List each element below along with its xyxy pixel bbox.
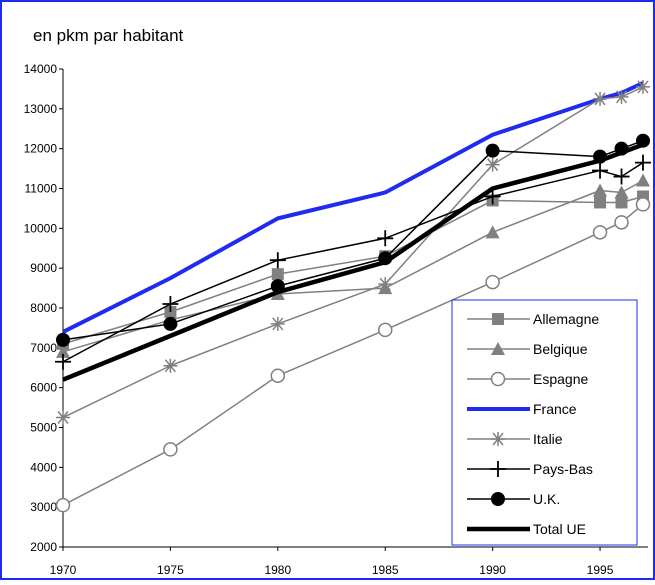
y-tick-label: 6000 (30, 381, 57, 395)
marker (271, 268, 284, 281)
marker (614, 185, 629, 199)
x-tick-label: 1975 (157, 563, 184, 577)
marker (614, 215, 629, 230)
y-tick-label: 13000 (24, 102, 58, 116)
legend-label: Belgique (533, 341, 588, 357)
series-line (62, 81, 644, 334)
legend-label: U.K. (533, 491, 560, 507)
y-tick-label: 7000 (30, 341, 57, 355)
marker (594, 196, 607, 209)
marker (491, 342, 505, 355)
marker (485, 225, 500, 239)
chart-title: en pkm par habitant (33, 26, 184, 45)
legend-label: France (533, 401, 577, 417)
marker (636, 173, 650, 187)
marker (269, 252, 286, 269)
x-tick-label: 1990 (479, 563, 506, 577)
marker (56, 410, 70, 425)
marker (593, 91, 608, 106)
marker (55, 353, 71, 370)
marker (490, 461, 506, 477)
marker (592, 225, 608, 240)
marker (485, 274, 500, 290)
marker (593, 183, 608, 197)
marker (485, 157, 500, 172)
marker (163, 316, 178, 331)
marker (613, 168, 630, 185)
marker (635, 197, 651, 212)
y-tick-label: 5000 (30, 421, 57, 435)
marker (492, 313, 504, 325)
y-tick-label: 4000 (30, 460, 57, 474)
series-line (62, 161, 644, 363)
marker (614, 89, 629, 104)
y-tick-label: 9000 (30, 261, 57, 275)
legend-label: Pays-Bas (533, 461, 593, 477)
y-tick-label: 11000 (25, 182, 58, 196)
legend-label: Espagne (533, 371, 588, 387)
marker (490, 371, 506, 387)
marker (485, 143, 500, 158)
x-tick-label: 1995 (587, 563, 614, 577)
marker (56, 332, 70, 347)
y-tick-label: 12000 (24, 142, 58, 156)
legend-label: Total UE (533, 521, 586, 537)
y-tick-label: 8000 (30, 301, 57, 315)
y-tick-label: 3000 (30, 500, 57, 514)
series-line (62, 142, 644, 382)
marker (636, 79, 650, 94)
marker (378, 277, 393, 292)
marker (55, 497, 71, 513)
x-tick-label: 1970 (50, 563, 77, 577)
marker (270, 368, 286, 383)
marker (163, 358, 178, 373)
legend (451, 299, 638, 546)
legend-label: Allemagne (533, 311, 599, 327)
y-tick-label: 14000 (24, 62, 58, 76)
y-tick-label: 10000 (24, 221, 58, 235)
marker (56, 344, 70, 358)
x-tick-label: 1985 (372, 563, 399, 577)
marker (491, 492, 505, 506)
marker (163, 442, 178, 457)
marker (162, 296, 179, 313)
marker (377, 230, 394, 247)
marker (270, 316, 285, 331)
y-tick-label: 2000 (30, 540, 57, 554)
marker (377, 322, 393, 338)
legend-label: Italie (533, 431, 563, 447)
x-tick-label: 1980 (264, 563, 291, 577)
marker (491, 432, 505, 446)
marker (635, 154, 651, 171)
marker (615, 196, 628, 209)
marker (592, 162, 609, 179)
